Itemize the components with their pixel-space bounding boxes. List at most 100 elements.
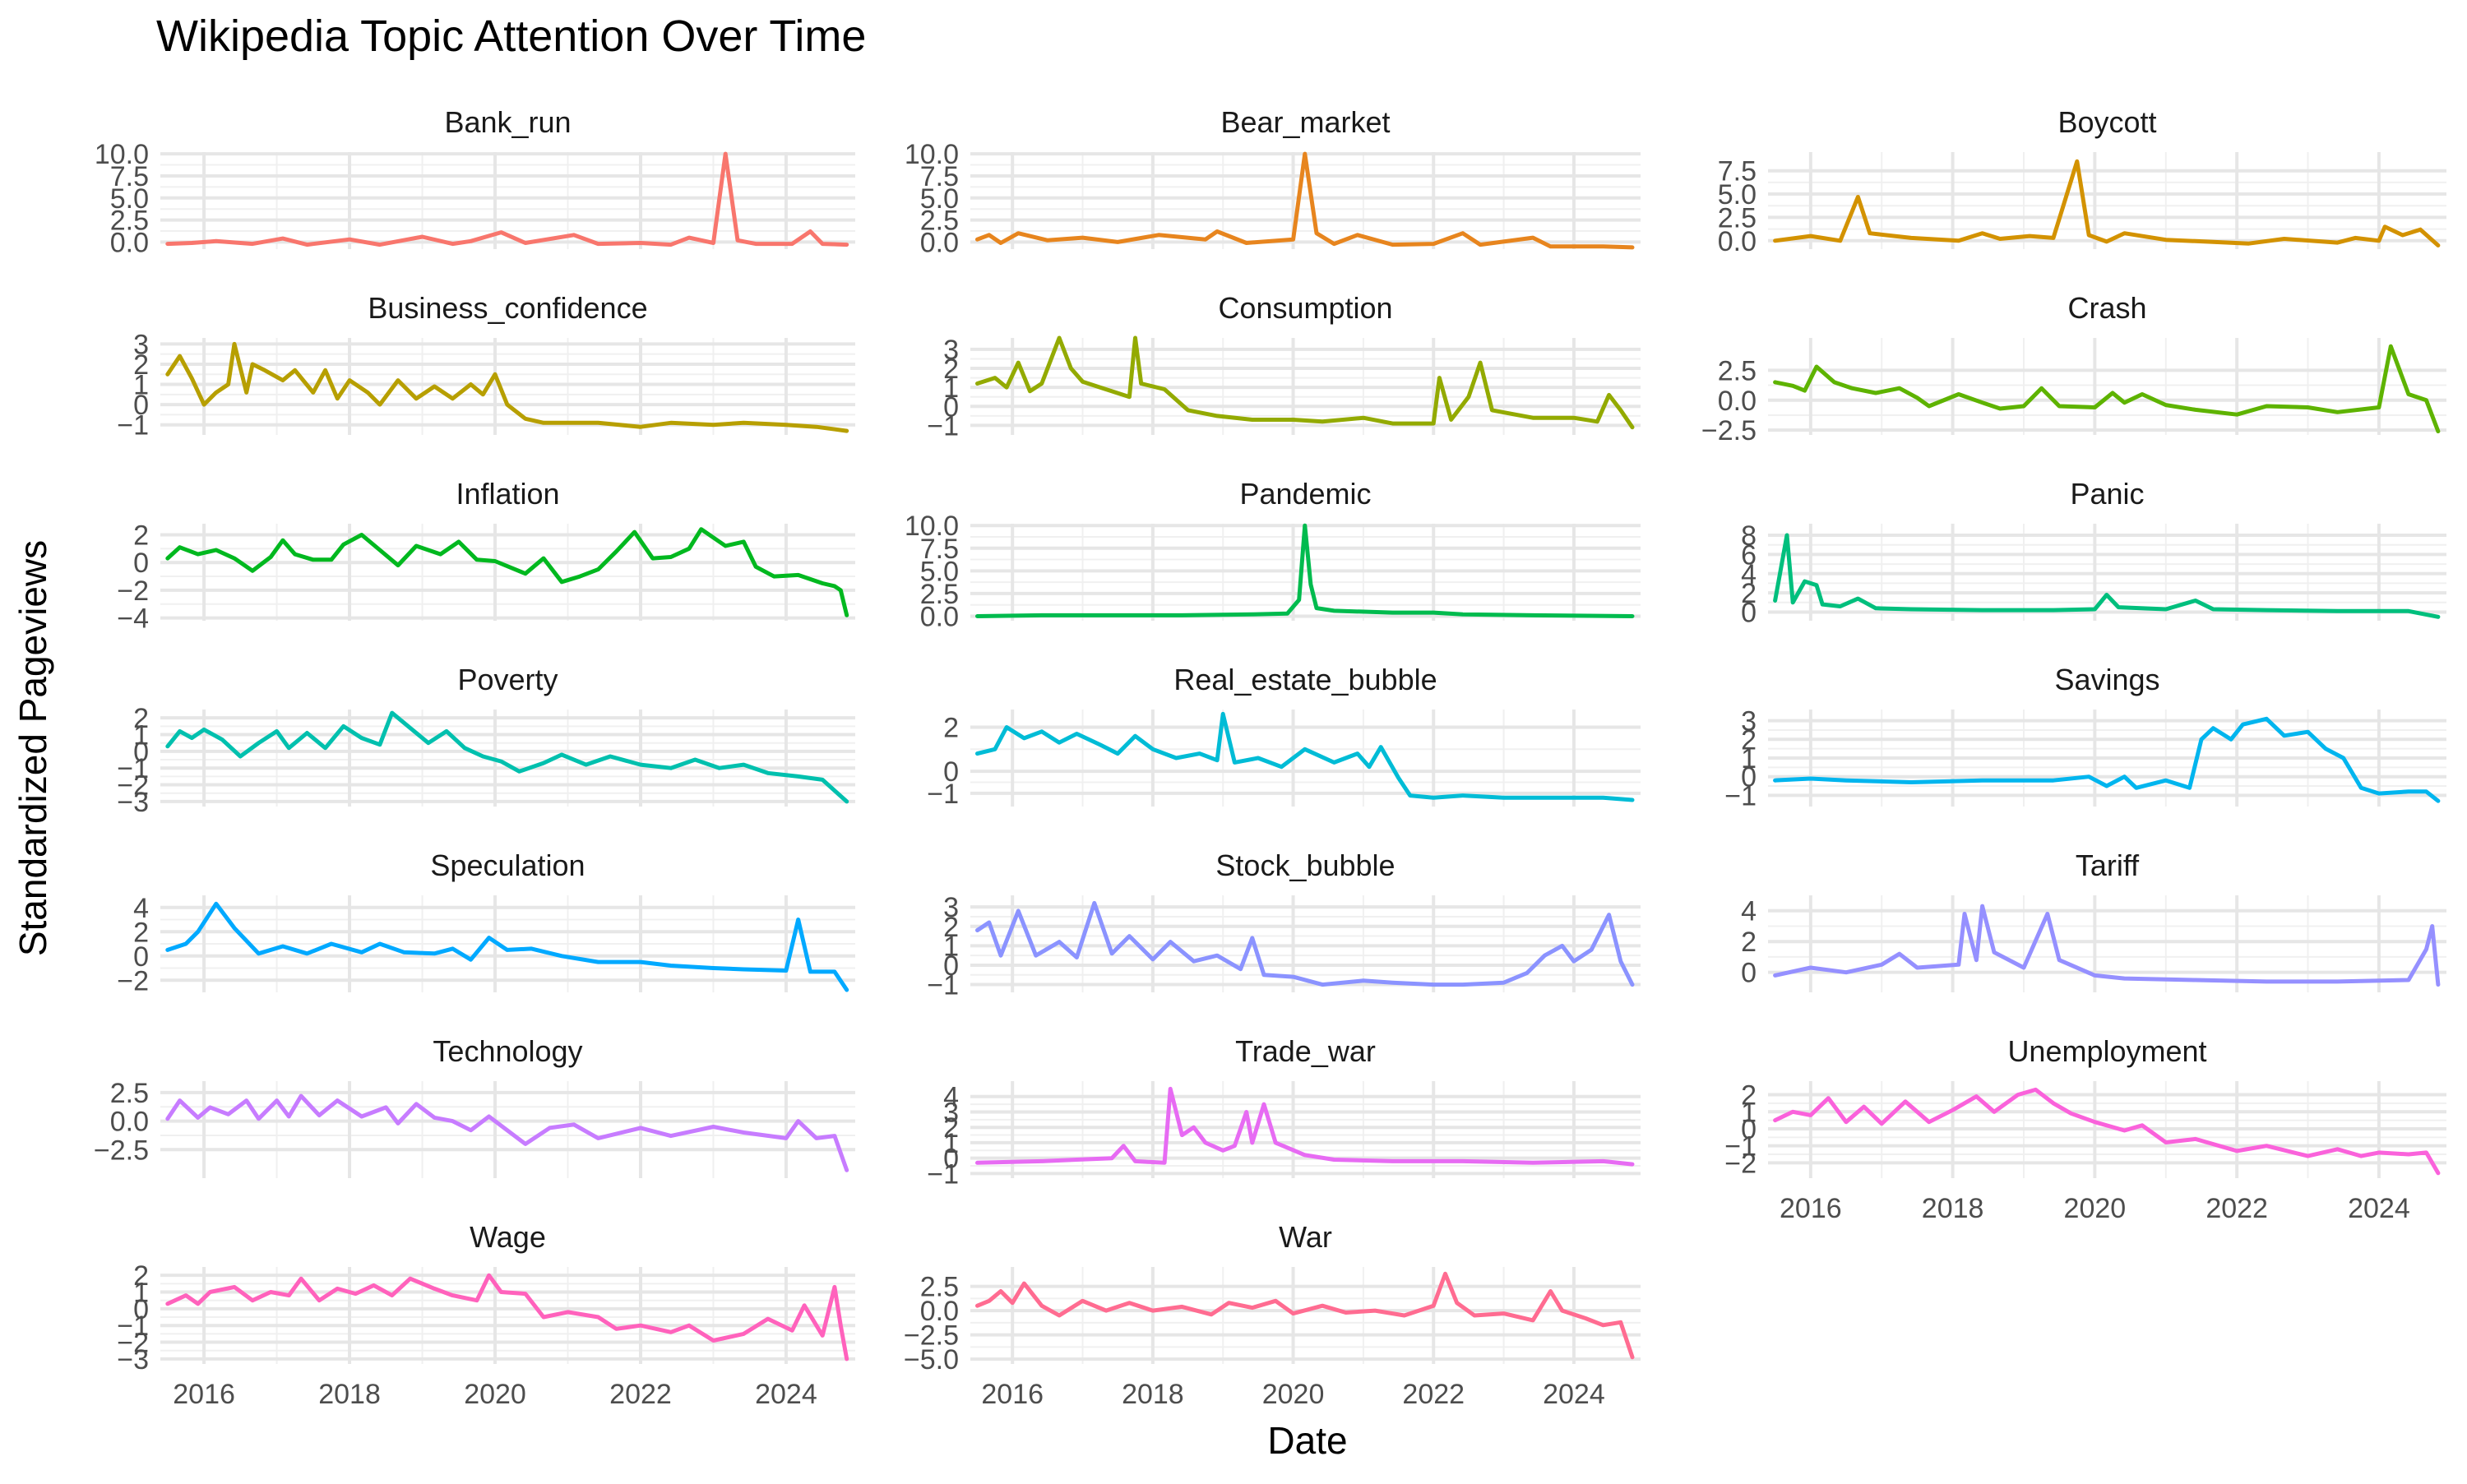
facet-title-savings: Savings — [2054, 663, 2159, 696]
facet-title-tariff: Tariff — [2076, 848, 2140, 882]
y-tick-label: 3 — [943, 892, 959, 923]
y-tick-label: −2 — [117, 770, 149, 802]
series-line-bear-market — [975, 151, 1635, 250]
series-line-panic — [1773, 533, 2441, 619]
facet-title-crash: Crash — [2067, 291, 2146, 325]
facet-title-consumption: Consumption — [1218, 291, 1392, 325]
y-tick-label: −2 — [117, 965, 149, 996]
series-line-war — [975, 1271, 1635, 1360]
x-tick-label: 2018 — [1922, 1193, 1984, 1224]
x-tick-label: 2016 — [173, 1379, 235, 1410]
x-axis-label: Date — [1267, 1419, 1347, 1462]
series-line-technology — [165, 1093, 849, 1172]
y-tick-label: −3 — [117, 1344, 149, 1375]
y-tick-label: 2.5 — [920, 1272, 959, 1303]
series-line-business-confidence — [165, 341, 849, 433]
y-tick-label: 1 — [943, 372, 959, 404]
y-tick-label: 5.0 — [110, 183, 149, 215]
y-tick-label: 2.5 — [920, 579, 959, 610]
facet-title-panic: Panic — [2070, 477, 2144, 511]
y-tick-label: −1 — [1724, 780, 1757, 811]
series-line-consumption — [975, 335, 1635, 430]
y-tick-label: 0.0 — [1718, 226, 1757, 257]
facet-title-real-estate-bubble: Real_estate_bubble — [1173, 663, 1437, 696]
y-tick-label: 10.0 — [905, 139, 959, 170]
series-line-trade-war — [975, 1086, 1635, 1167]
y-tick-label: 7.5 — [110, 161, 149, 192]
y-tick-label: 0 — [943, 391, 959, 423]
y-tick-label: 4 — [943, 1082, 959, 1113]
y-tick-label: 4 — [1741, 896, 1757, 927]
y-tick-label: 6 — [1741, 539, 1757, 571]
series-line-savings — [1773, 716, 2441, 803]
series-line-crash — [1773, 344, 2441, 434]
facet-panel-inflation: Inflation −4−202 — [117, 477, 855, 635]
x-tick-label: 2020 — [2064, 1193, 2127, 1224]
y-tick-label: 0.0 — [920, 1296, 959, 1327]
y-tick-label: 4 — [1741, 559, 1757, 590]
series-line-speculation — [165, 901, 849, 992]
y-tick-label: 1 — [1741, 743, 1757, 774]
y-tick-label: 2 — [133, 703, 149, 734]
facet-title-bear-market: Bear_market — [1220, 105, 1390, 139]
facet-title-technology: Technology — [433, 1034, 582, 1068]
facet-panel-crash: Crash −2.50.02.5 — [1701, 291, 2446, 446]
y-tick-label: 2.5 — [920, 206, 959, 237]
facet-title-unemployment: Unemployment — [2007, 1034, 2206, 1068]
facet-title-speculation: Speculation — [430, 848, 585, 882]
y-tick-label: 0 — [943, 1144, 959, 1175]
y-tick-label: 3 — [943, 1097, 959, 1128]
y-tick-label: 2 — [943, 354, 959, 385]
y-tick-label: −2 — [117, 1328, 149, 1359]
facet-panel-technology: Technology −2.50.02.5 — [94, 1034, 855, 1178]
y-tick-label: 0 — [1741, 597, 1757, 628]
facet-title-inflation: Inflation — [456, 477, 559, 511]
series-line-bank-run — [165, 151, 849, 247]
series-line-boycott — [1773, 159, 2441, 247]
y-tick-label: 1 — [133, 370, 149, 401]
y-tick-label: 2 — [943, 912, 959, 943]
y-tick-label: 0 — [133, 941, 149, 973]
facet-title-bank-run: Bank_run — [444, 105, 571, 139]
y-tick-label: 1 — [943, 931, 959, 962]
y-tick-label: 0.0 — [920, 601, 959, 632]
y-tick-label: 1 — [943, 1128, 959, 1159]
y-tick-label: 2 — [1741, 1080, 1757, 1112]
y-tick-label: 5.0 — [1718, 179, 1757, 210]
y-tick-label: 0 — [1741, 762, 1757, 793]
series-line-pandemic — [975, 523, 1635, 618]
y-tick-label: 2 — [943, 1112, 959, 1144]
y-tick-label: 0 — [1741, 958, 1757, 989]
y-axis-label: Standardized Pageviews — [12, 540, 54, 956]
y-tick-label: 0 — [133, 737, 149, 768]
y-tick-label: −1 — [927, 410, 959, 442]
facet-title-wage: Wage — [470, 1220, 546, 1254]
y-tick-label: 0 — [943, 950, 959, 982]
y-tick-label: 0 — [943, 756, 959, 788]
x-tick-label: 2024 — [2348, 1193, 2410, 1224]
y-tick-label: 2 — [1741, 578, 1757, 609]
facet-title-war: War — [1279, 1220, 1332, 1254]
y-tick-label: −1 — [927, 779, 959, 810]
facet-panel-war: War −5.0−2.50.02.5 2016 2018 2020 2022 2024 — [904, 1220, 1641, 1410]
y-tick-label: 2.5 — [110, 1078, 149, 1109]
y-tick-label: 2 — [1741, 724, 1757, 756]
facet-panel-bear-market: Bear_market 0.02.55.07.510.0 — [905, 105, 1641, 258]
y-tick-label: 7.5 — [920, 534, 959, 565]
y-tick-label: −2.5 — [904, 1320, 959, 1352]
y-tick-label: −1 — [117, 753, 149, 784]
y-tick-label: −4 — [117, 603, 149, 635]
y-tick-label: 7.5 — [920, 161, 959, 192]
series-line-poverty — [165, 710, 849, 804]
facet-panels: Bank_run0.02.55.07.510.0Bear_market0.02.… — [94, 105, 2446, 1410]
series-line-real-estate-bubble — [975, 711, 1635, 802]
x-tick-label: 2016 — [981, 1379, 1044, 1410]
y-tick-label: −5.0 — [904, 1344, 959, 1375]
series-line-tariff — [1773, 904, 2441, 987]
